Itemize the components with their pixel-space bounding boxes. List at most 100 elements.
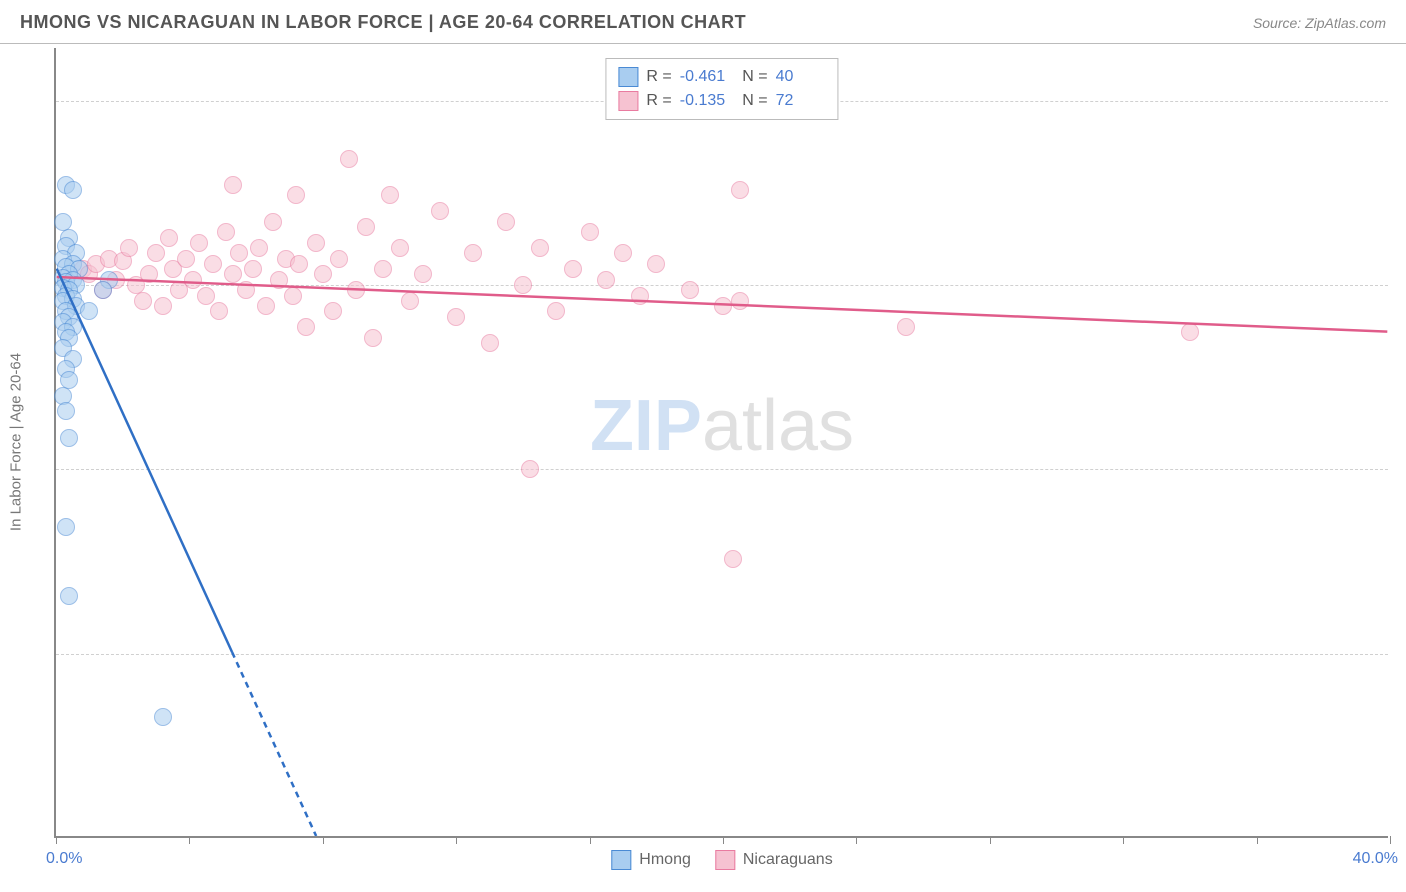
hmong-point [60,587,78,605]
nicaraguans-point [481,334,499,352]
nicaraguans-point [120,239,138,257]
nicaraguans-point [290,255,308,273]
x-tick [323,836,324,844]
nicaraguans-point [230,244,248,262]
nicaraguans-point [204,255,222,273]
nicaraguans-point [307,234,325,252]
hmong-point [94,281,112,299]
nicaraguans-point [521,460,539,478]
gridline [56,285,1388,286]
hmong-point [60,429,78,447]
nicaraguans-r-value: -0.135 [680,92,730,110]
legend-row-hmong: R = -0.461 N = 40 [618,65,825,89]
correlation-legend: R = -0.461 N = 40 R = -0.135 N = 72 [605,58,838,120]
y-axis-title: In Labor Force | Age 20-64 [8,353,25,531]
nicaraguans-point [347,281,365,299]
x-tick [1123,836,1124,844]
nicaraguans-point [197,287,215,305]
nicaraguans-point [391,239,409,257]
nicaraguans-point [464,244,482,262]
nicaraguans-point [381,186,399,204]
nicaraguans-point [237,281,255,299]
nicaraguans-point [184,271,202,289]
hmong-point [64,181,82,199]
legend-label-hmong: Hmong [639,851,691,869]
hmong-point [57,402,75,420]
nicaraguans-point [401,292,419,310]
legend-item-nicaraguans: Nicaraguans [715,850,833,870]
x-tick [990,836,991,844]
nicaraguans-point [631,287,649,305]
nicaraguans-point [497,213,515,231]
nicaraguans-point [190,234,208,252]
nicaraguans-point [217,223,235,241]
nicaraguans-point [284,287,302,305]
x-tick [590,836,591,844]
nicaraguans-point [154,297,172,315]
nicaraguans-point [681,281,699,299]
nicaraguans-point [597,271,615,289]
y-tick-label: 100.0% [1398,92,1406,110]
nicaraguans-point [140,265,158,283]
legend-label-nicaraguans: Nicaraguans [743,851,833,869]
nicaraguans-point [330,250,348,268]
nicaraguans-point [547,302,565,320]
x-tick [189,836,190,844]
nicaraguans-point [357,218,375,236]
hmong-point [154,708,172,726]
y-tick-label: 82.5% [1398,276,1406,294]
x-axis-max-label: 40.0% [1353,850,1398,868]
nicaraguans-point [714,297,732,315]
nicaraguans-point [897,318,915,336]
nicaraguans-point [1181,323,1199,341]
nicaraguans-point [244,260,262,278]
nicaraguans-point [147,244,165,262]
x-tick [456,836,457,844]
nicaraguans-n-value: 72 [776,92,826,110]
swatch-hmong-icon [611,850,631,870]
hmong-n-value: 40 [776,68,826,86]
x-tick [856,836,857,844]
nicaraguans-point [250,239,268,257]
nicaraguans-point [731,181,749,199]
regression-lines [56,48,1388,836]
nicaraguans-point [531,239,549,257]
x-tick [723,836,724,844]
gridline [56,654,1388,655]
x-axis-min-label: 0.0% [46,850,82,868]
nicaraguans-point [224,265,242,283]
chart-plot-area: In Labor Force | Age 20-64 ZIPatlas R = … [54,48,1388,838]
legend-item-hmong: Hmong [611,850,691,870]
nicaraguans-point [447,308,465,326]
swatch-nicaraguans-icon [618,91,638,111]
legend-row-nicaraguans: R = -0.135 N = 72 [618,89,825,113]
nicaraguans-point [297,318,315,336]
nicaraguans-point [224,176,242,194]
nicaraguans-point [374,260,392,278]
nicaraguans-point [364,329,382,347]
swatch-nicaraguans-icon [715,850,735,870]
source-label: Source: ZipAtlas.com [1253,15,1386,31]
x-tick [1257,836,1258,844]
nicaraguans-point [431,202,449,220]
nicaraguans-point [724,550,742,568]
nicaraguans-point [564,260,582,278]
nicaraguans-point [614,244,632,262]
nicaraguans-point [414,265,432,283]
nicaraguans-point [257,297,275,315]
nicaraguans-point [287,186,305,204]
nicaraguans-point [160,229,178,247]
swatch-hmong-icon [618,67,638,87]
y-tick-label: 65.0% [1398,460,1406,478]
nicaraguans-point [177,250,195,268]
series-legend: Hmong Nicaraguans [611,850,832,870]
nicaraguans-point [134,292,152,310]
nicaraguans-point [647,255,665,273]
x-tick [56,836,57,844]
hmong-r-value: -0.461 [680,68,730,86]
y-tick-label: 47.5% [1398,645,1406,663]
x-tick [1390,836,1391,844]
gridline [56,469,1388,470]
nicaraguans-point [514,276,532,294]
chart-title: HMONG VS NICARAGUAN IN LABOR FORCE | AGE… [20,12,746,33]
